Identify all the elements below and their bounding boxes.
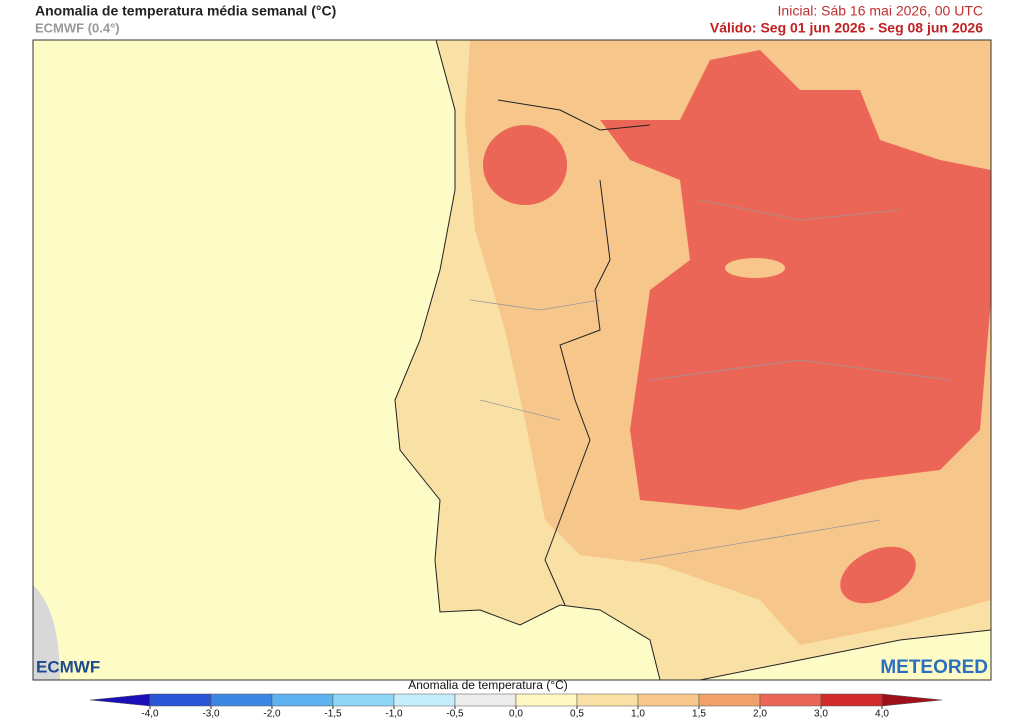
colorbar-tick-label: -4,0 — [141, 709, 159, 720]
valid-time: Válido: Seg 01 jun 2026 - Seg 08 jun 202… — [710, 20, 983, 36]
initial-time: Inicial: Sáb 16 mai 2026, 00 UTC — [778, 3, 983, 19]
colorbar-tick-label: 3,0 — [814, 709, 828, 720]
colorbar-tick-label: 1,5 — [692, 709, 706, 720]
anomaly-region — [600, 50, 991, 510]
title: Anomalia de temperatura média semanal (°… — [35, 3, 336, 19]
colorbar-segment — [89, 693, 151, 707]
border — [497, 99, 651, 606]
colorbar-segment — [454, 693, 517, 707]
colorbar-tick-label: -2,0 — [263, 709, 281, 720]
colorbar-tick-label: -1,5 — [324, 709, 342, 720]
colorbar-tick-label: -0,5 — [446, 709, 464, 720]
anomaly-region — [483, 125, 567, 205]
colorbar-tick-label: 4,0 — [875, 709, 889, 720]
colorbar: -4,0 -3,0 -2,0 -1,5 -1,0 -0,5 0,0 0,5 1,0 1,5 2,0 3… — [89, 693, 943, 720]
meteored-logo: METEORED — [880, 657, 988, 678]
colorbar-label: Anomalia de temperatura (°C) — [408, 678, 568, 692]
anomaly-region — [840, 546, 916, 604]
colorbar-tick-label: -1,0 — [385, 709, 403, 720]
colorbar-segment — [881, 693, 943, 707]
colorbar-segment — [759, 693, 822, 707]
map-frame — [32, 39, 992, 681]
model: ECMWF (0.4°) — [35, 20, 120, 35]
colorbar-segment — [393, 693, 456, 707]
colorbar-segment — [698, 693, 761, 707]
ecmwf-logo: ECMWF — [36, 657, 100, 676]
colorbar-segment — [515, 693, 578, 707]
colorbar-segment — [820, 693, 883, 707]
colorbar-segment — [637, 693, 700, 707]
colorbar-segment — [271, 693, 334, 707]
colorbar-segment — [149, 693, 212, 707]
colorbar-tick-label: -3,0 — [202, 709, 220, 720]
colorbar-segment — [210, 693, 273, 707]
colorbar-segment — [332, 693, 395, 707]
colorbar-segment — [576, 693, 639, 707]
region-border — [469, 199, 951, 561]
map — [33, 40, 991, 680]
colorbar-tick-label: 2,0 — [753, 709, 767, 720]
anomaly-region — [725, 258, 785, 278]
gray-area — [33, 585, 60, 680]
colorbar-tick-label: 0,5 — [570, 709, 584, 720]
colorbar-tick-label: 1,0 — [631, 709, 645, 720]
colorbar-tick-label: 0,0 — [509, 709, 523, 720]
